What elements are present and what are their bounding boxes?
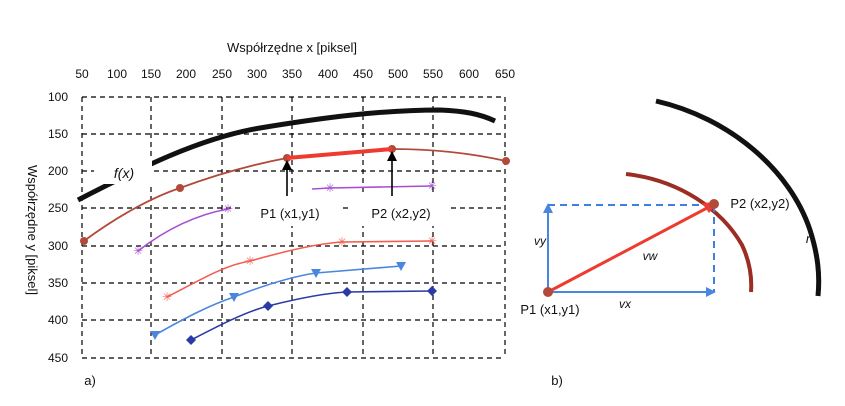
brown-point: [80, 237, 88, 245]
x-tick: 600: [459, 67, 479, 81]
y-tick: 350: [48, 276, 68, 290]
purple-marker: ✳: [325, 181, 335, 195]
salmon-marker: ✳: [427, 234, 437, 248]
x-tick: 650: [495, 67, 515, 81]
x-tick: 550: [423, 67, 443, 81]
vy-label: vy: [534, 234, 547, 248]
p1-label: P1 (x1,y1): [260, 206, 319, 221]
blue-triangle-marker: [150, 331, 160, 340]
vw-vector: [547, 206, 708, 294]
x-tick: 400: [318, 67, 338, 81]
panel-b-p1-label: P1 (x1,y1): [520, 302, 579, 317]
x-tick: 300: [247, 67, 267, 81]
navy-diamond-marker: [342, 287, 352, 297]
x-tick: 450: [353, 67, 373, 81]
purple-marker: ✳: [133, 244, 143, 258]
x-tick: 50: [75, 67, 89, 81]
x-tick: 500: [388, 67, 408, 81]
brown-point: [502, 157, 510, 165]
y-tick: 300: [48, 239, 68, 253]
blue-series: [154, 265, 402, 336]
purple-marker: ✳: [223, 202, 233, 216]
y-tick: 250: [48, 201, 68, 215]
panel-b-label: b): [551, 373, 563, 388]
x-tick: 150: [141, 67, 161, 81]
fx-label-box: [94, 160, 152, 184]
purple-series-a: [137, 208, 229, 252]
vy-arrowhead: [543, 203, 553, 213]
panel-a: Współrzędne x [piksel] Współrzędne y [pi…: [25, 40, 515, 388]
fx-black-curve: [76, 107, 497, 203]
grid: [81, 96, 506, 359]
salmon-series: [166, 240, 433, 298]
x-tick: 100: [107, 67, 127, 81]
y-axis-title: Współrzędne y [piksel]: [25, 165, 40, 295]
p2-point: [709, 199, 719, 209]
y-tick: 200: [48, 164, 68, 178]
navy-series: [190, 290, 433, 341]
panel-b: vy vx vw r P1 (x1,y1) P2 (x2,y2) b): [520, 98, 822, 388]
blue-triangle-marker: [311, 269, 321, 278]
navy-diamond-marker: [263, 301, 273, 311]
panel-b-p2-label: P2 (x2,y2): [730, 196, 789, 211]
vx-label: vx: [619, 297, 632, 311]
brown-point: [176, 184, 184, 192]
outer-black-arc: [655, 98, 822, 297]
x-tick: 250: [212, 67, 232, 81]
salmon-marker: ✳: [337, 235, 347, 249]
purple-marker: ✳: [427, 179, 437, 193]
purple-series-b: [311, 185, 433, 190]
fx-label: f(x): [114, 165, 134, 181]
salmon-marker: ✳: [162, 290, 172, 304]
y-tick: 100: [48, 90, 68, 104]
p1-point: [543, 287, 553, 297]
p1-p2-segment: [286, 147, 393, 160]
inner-brown-arc: [625, 172, 754, 293]
salmon-marker: ✳: [245, 254, 255, 268]
p2-arrow: [387, 151, 397, 196]
x-tick: 350: [282, 67, 302, 81]
y-tick: 400: [48, 313, 68, 327]
p2-label-box: [352, 196, 450, 226]
navy-diamond-marker: [427, 286, 437, 296]
y-tick: 450: [48, 351, 68, 365]
y-tick: 150: [48, 127, 68, 141]
r-label: r: [806, 231, 811, 246]
vx-arrowhead: [706, 287, 716, 297]
blue-triangle-marker: [396, 262, 406, 271]
blue-triangle-marker: [229, 293, 239, 302]
p1-arrow: [282, 160, 292, 196]
panel-a-label: a): [84, 373, 96, 388]
x-tick: 200: [176, 67, 196, 81]
x-axis-title: Współrzędne x [piksel]: [227, 40, 357, 55]
p2-label: P2 (x2,y2): [371, 206, 430, 221]
navy-diamond-marker: [186, 335, 196, 345]
brown-curve: [83, 148, 507, 242]
p1-label-box: [240, 196, 340, 226]
vw-label: vw: [643, 249, 659, 263]
